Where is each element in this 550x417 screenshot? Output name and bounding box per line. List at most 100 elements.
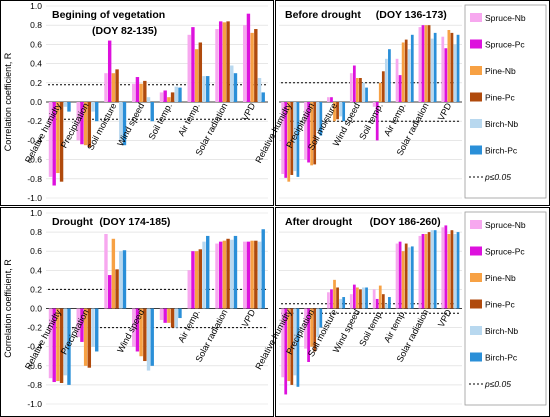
bar-birch-nb <box>119 102 123 141</box>
y-tick-label: 0.6 <box>30 39 42 49</box>
bar-spruce-nb <box>104 234 108 309</box>
bar-pine-nb <box>333 102 336 122</box>
bar-spruce-pc <box>284 102 288 178</box>
bar-spruce-pc <box>52 308 56 383</box>
bar-pine-pc <box>226 238 230 309</box>
bar-spruce-pc <box>307 308 310 362</box>
bar-birch-pc <box>319 102 323 136</box>
bar-spruce-nb <box>349 294 353 309</box>
bar-spruce-pc <box>218 241 223 309</box>
legend-swatch <box>470 119 482 128</box>
bar-spruce-pc <box>135 308 140 352</box>
bar-pine-nb <box>424 234 428 309</box>
bar-pine-nb <box>356 287 359 309</box>
bar-birch-pc <box>365 87 368 102</box>
bar-birch-nb <box>339 298 342 309</box>
bar-spruce-nb <box>327 97 330 102</box>
bar-pine-nb <box>356 78 359 102</box>
bar-birch-nb <box>174 308 178 328</box>
y-tick-label: -1.0 <box>27 193 42 203</box>
bar-birch-nb <box>257 241 262 309</box>
bar-birch-nb <box>362 287 365 309</box>
bar-pine-pc <box>427 232 431 309</box>
bar-birch-pc <box>261 92 265 102</box>
bar-pine-pc <box>115 69 119 102</box>
bar-birch-pc <box>410 246 414 309</box>
bar-pine-pc <box>381 71 385 102</box>
bar-pine-nb <box>401 251 405 309</box>
bar-pine-pc <box>87 102 92 148</box>
bar-birch-nb <box>362 82 365 102</box>
bar-birch-pc <box>178 308 182 319</box>
bar-birch-nb <box>453 234 457 309</box>
bar-pine-nb <box>333 279 336 309</box>
bar-birch-nb <box>230 65 234 102</box>
bar-spruce-nb <box>48 102 53 177</box>
bar-pine-nb <box>167 308 171 323</box>
bar-pine-nb <box>447 234 451 309</box>
bar-spruce-nb <box>418 235 422 309</box>
bar-pine-pc <box>226 21 230 102</box>
bar-spruce-nb <box>243 241 247 309</box>
bar-birch-nb <box>91 102 95 112</box>
chart-panel-3: -1.0-0.8-0.6-0.4-0.20.00.20.40.60.81.0Re… <box>0 207 274 417</box>
bar-birch-nb <box>316 308 320 338</box>
bar-spruce-pc <box>421 234 425 309</box>
y-tick-label: -0.8 <box>27 380 42 390</box>
bar-pine-pc <box>115 269 119 309</box>
chart-panel-1: -1.0-0.8-0.6-0.4-0.20.00.20.40.60.81.0Re… <box>0 0 274 206</box>
legend-swatch <box>470 352 482 362</box>
chart-title: Drought <box>52 216 93 228</box>
legend: Spruce-Nb Spruce-Pc Pine-Nb Pine-Pc Birch-Nb… <box>464 4 547 199</box>
bar-pine-pc <box>290 102 294 175</box>
bar-pine-pc <box>59 308 64 383</box>
y-axis-label: Correlation coefficient, R <box>3 52 13 151</box>
bar-spruce-nb <box>418 27 422 102</box>
y-tick-label: 0.2 <box>30 78 42 88</box>
bar-spruce-pc <box>191 251 195 309</box>
bar-pine-nb <box>111 73 116 102</box>
bar-birch-nb <box>407 247 411 309</box>
bar-spruce-nb <box>215 243 219 309</box>
bar-spruce-pc <box>284 308 288 395</box>
legend-swatch <box>470 39 482 49</box>
bar-birch-nb <box>453 44 457 102</box>
bar-birch-nb <box>316 102 320 131</box>
bar-pine-nb <box>401 42 405 102</box>
bar-birch-nb <box>430 38 434 102</box>
y-tick-label: -0.2 <box>27 116 42 126</box>
bar-birch-nb <box>230 239 234 309</box>
bar-birch-pc <box>150 308 154 366</box>
chart-subtitle: (DOY 186-260) <box>370 216 441 228</box>
legend-label: Spruce-Pc <box>485 40 525 50</box>
bar-spruce-nb <box>372 102 376 107</box>
bar-pine-nb <box>222 240 227 309</box>
y-tick-label: -0.4 <box>27 135 42 145</box>
y-tick-label: 0.2 <box>30 284 42 294</box>
bar-birch-pc <box>67 102 71 112</box>
chart-title: Begining of vegetation <box>52 9 165 21</box>
legend-label: Spruce-Nb <box>485 13 526 23</box>
bar-pine-nb <box>83 308 88 366</box>
bar-pine-pc <box>404 243 408 309</box>
y-tick-label: -0.4 <box>27 342 42 352</box>
bar-spruce-nb <box>441 36 445 102</box>
bar-pine-pc <box>254 29 258 102</box>
y-tick-label: -0.8 <box>27 174 42 184</box>
bar-pine-nb <box>222 22 227 102</box>
bar-pine-nb <box>139 308 143 357</box>
bar-pine-pc <box>381 294 385 309</box>
bar-spruce-pc <box>352 65 356 102</box>
legend-label: Birch-Nb <box>485 326 518 336</box>
chart-subtitle: (DOY 136-173) <box>376 9 447 21</box>
legend-label: p≤0.05 <box>484 379 511 389</box>
bar-spruce-pc <box>307 102 310 163</box>
bar-pine-nb <box>56 102 60 174</box>
bar-pine-nb <box>447 30 451 102</box>
bar-birch-pc <box>206 235 210 309</box>
bar-pine-nb <box>167 97 171 102</box>
bar-birch-nb <box>91 308 95 347</box>
bar-spruce-nb <box>349 73 353 102</box>
